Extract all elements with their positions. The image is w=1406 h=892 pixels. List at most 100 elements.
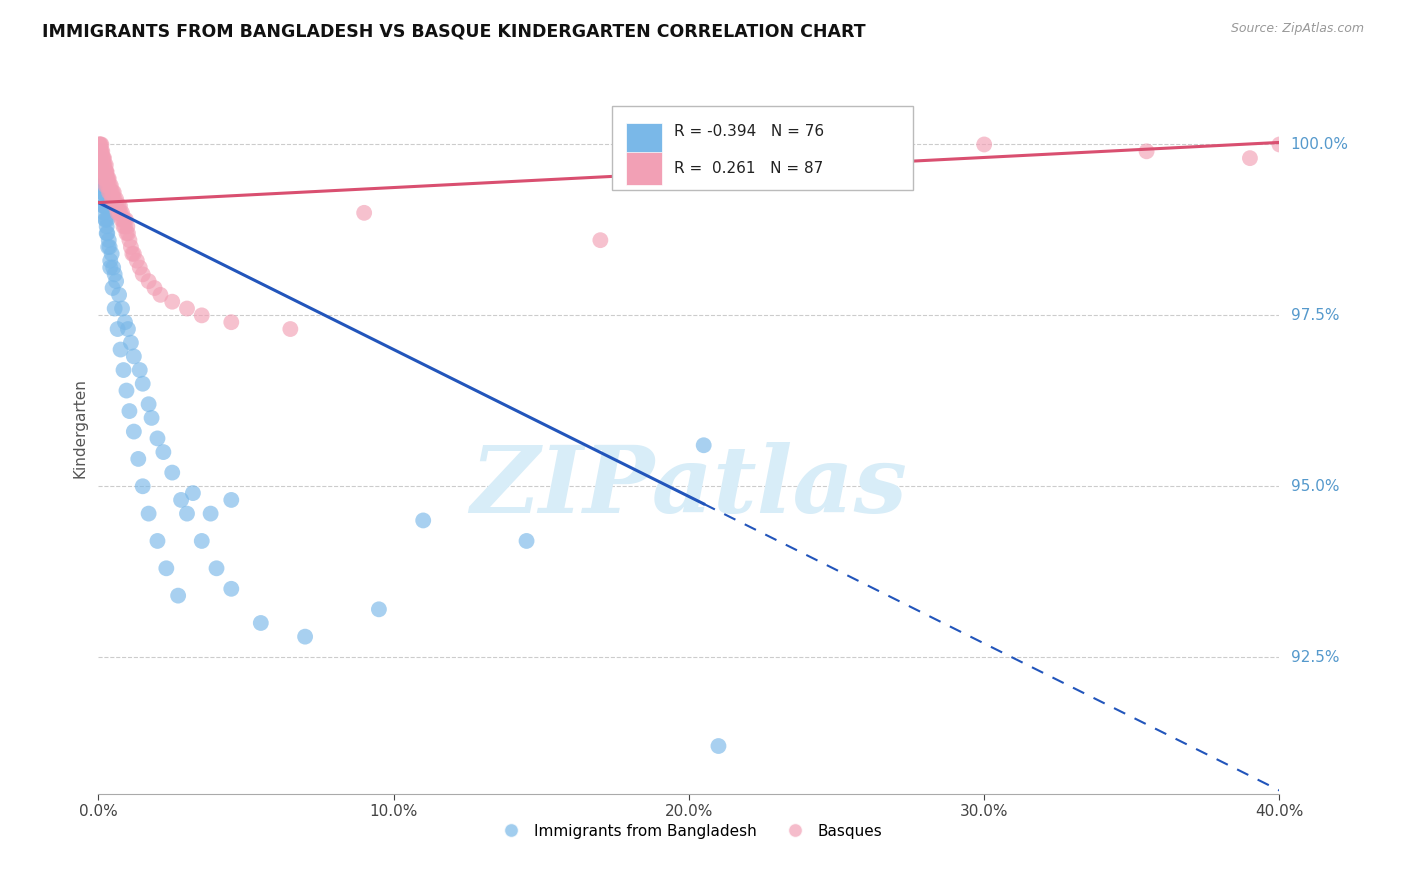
Point xyxy=(107,206,129,220)
Point xyxy=(141,411,163,425)
Point xyxy=(90,145,112,159)
Point xyxy=(90,151,112,165)
Point xyxy=(128,260,150,275)
Point xyxy=(104,199,127,213)
Point xyxy=(96,178,118,193)
Point xyxy=(90,171,112,186)
Text: R = -0.394   N = 76: R = -0.394 N = 76 xyxy=(673,125,824,139)
Point xyxy=(589,233,612,247)
Point xyxy=(152,445,174,459)
Point xyxy=(90,178,112,193)
Point xyxy=(115,384,138,398)
Point xyxy=(127,451,149,466)
Point xyxy=(122,425,145,439)
Point xyxy=(97,233,120,247)
Point xyxy=(112,219,135,234)
Point xyxy=(91,186,114,200)
Point xyxy=(108,199,131,213)
Point xyxy=(98,186,121,200)
Point xyxy=(118,404,141,418)
Point xyxy=(96,212,118,227)
Point xyxy=(516,533,538,548)
Point xyxy=(167,589,190,603)
Point xyxy=(121,247,143,261)
Point xyxy=(93,206,115,220)
Point xyxy=(100,178,122,193)
Point xyxy=(89,137,111,152)
Point xyxy=(707,739,730,753)
Text: 92.5%: 92.5% xyxy=(1291,649,1339,665)
Point xyxy=(181,486,204,500)
Point xyxy=(93,165,115,179)
Point xyxy=(110,206,132,220)
Point xyxy=(111,212,134,227)
Point xyxy=(90,158,112,172)
Point xyxy=(90,151,112,165)
Point xyxy=(91,186,114,200)
Point xyxy=(91,151,114,165)
Point xyxy=(104,192,127,206)
Point xyxy=(191,309,214,323)
Point xyxy=(94,178,117,193)
Point xyxy=(176,301,198,316)
Point xyxy=(100,186,122,200)
Point xyxy=(128,363,150,377)
Point xyxy=(89,151,111,165)
Point xyxy=(101,192,124,206)
Point xyxy=(117,322,139,336)
Point xyxy=(91,158,114,172)
Point xyxy=(101,281,124,295)
Point xyxy=(146,533,169,548)
Point xyxy=(973,137,995,152)
Point xyxy=(91,178,114,193)
Text: IMMIGRANTS FROM BANGLADESH VS BASQUE KINDERGARTEN CORRELATION CHART: IMMIGRANTS FROM BANGLADESH VS BASQUE KIN… xyxy=(42,22,866,40)
Point xyxy=(94,158,117,172)
Y-axis label: Kindergarten: Kindergarten xyxy=(72,378,87,478)
Point xyxy=(96,219,118,234)
Text: 95.0%: 95.0% xyxy=(1291,479,1339,494)
Point xyxy=(110,343,132,357)
Point xyxy=(111,206,134,220)
Point xyxy=(294,630,316,644)
Point xyxy=(94,165,117,179)
Point xyxy=(132,268,155,282)
Point xyxy=(104,268,127,282)
Point xyxy=(91,151,114,165)
Point xyxy=(104,301,127,316)
Point xyxy=(368,602,391,616)
Point xyxy=(94,199,117,213)
Point xyxy=(280,322,302,336)
Point xyxy=(115,212,138,227)
Point xyxy=(91,158,114,172)
Point xyxy=(221,315,243,329)
Point xyxy=(93,151,115,165)
Point xyxy=(91,151,114,165)
Point xyxy=(90,137,112,152)
Point xyxy=(132,479,155,493)
Point xyxy=(105,192,128,206)
Point xyxy=(114,219,136,234)
Point xyxy=(89,165,111,179)
Point xyxy=(1136,145,1159,159)
Text: R =  0.261   N = 87: R = 0.261 N = 87 xyxy=(673,161,823,177)
Point xyxy=(155,561,177,575)
Point xyxy=(1239,151,1261,165)
Point xyxy=(93,199,115,213)
Point xyxy=(221,582,243,596)
Point xyxy=(96,227,118,241)
Point xyxy=(96,171,118,186)
Text: ZIPatlas: ZIPatlas xyxy=(471,442,907,532)
Point xyxy=(98,253,121,268)
Point xyxy=(93,171,115,186)
Point xyxy=(94,165,117,179)
Point xyxy=(93,199,115,213)
Point xyxy=(162,294,183,309)
Point xyxy=(96,165,118,179)
Text: 97.5%: 97.5% xyxy=(1291,308,1339,323)
Point xyxy=(107,199,129,213)
FancyBboxPatch shape xyxy=(612,106,914,191)
Point xyxy=(122,247,145,261)
Point xyxy=(191,533,214,548)
Point xyxy=(120,335,142,350)
Point xyxy=(693,438,716,452)
